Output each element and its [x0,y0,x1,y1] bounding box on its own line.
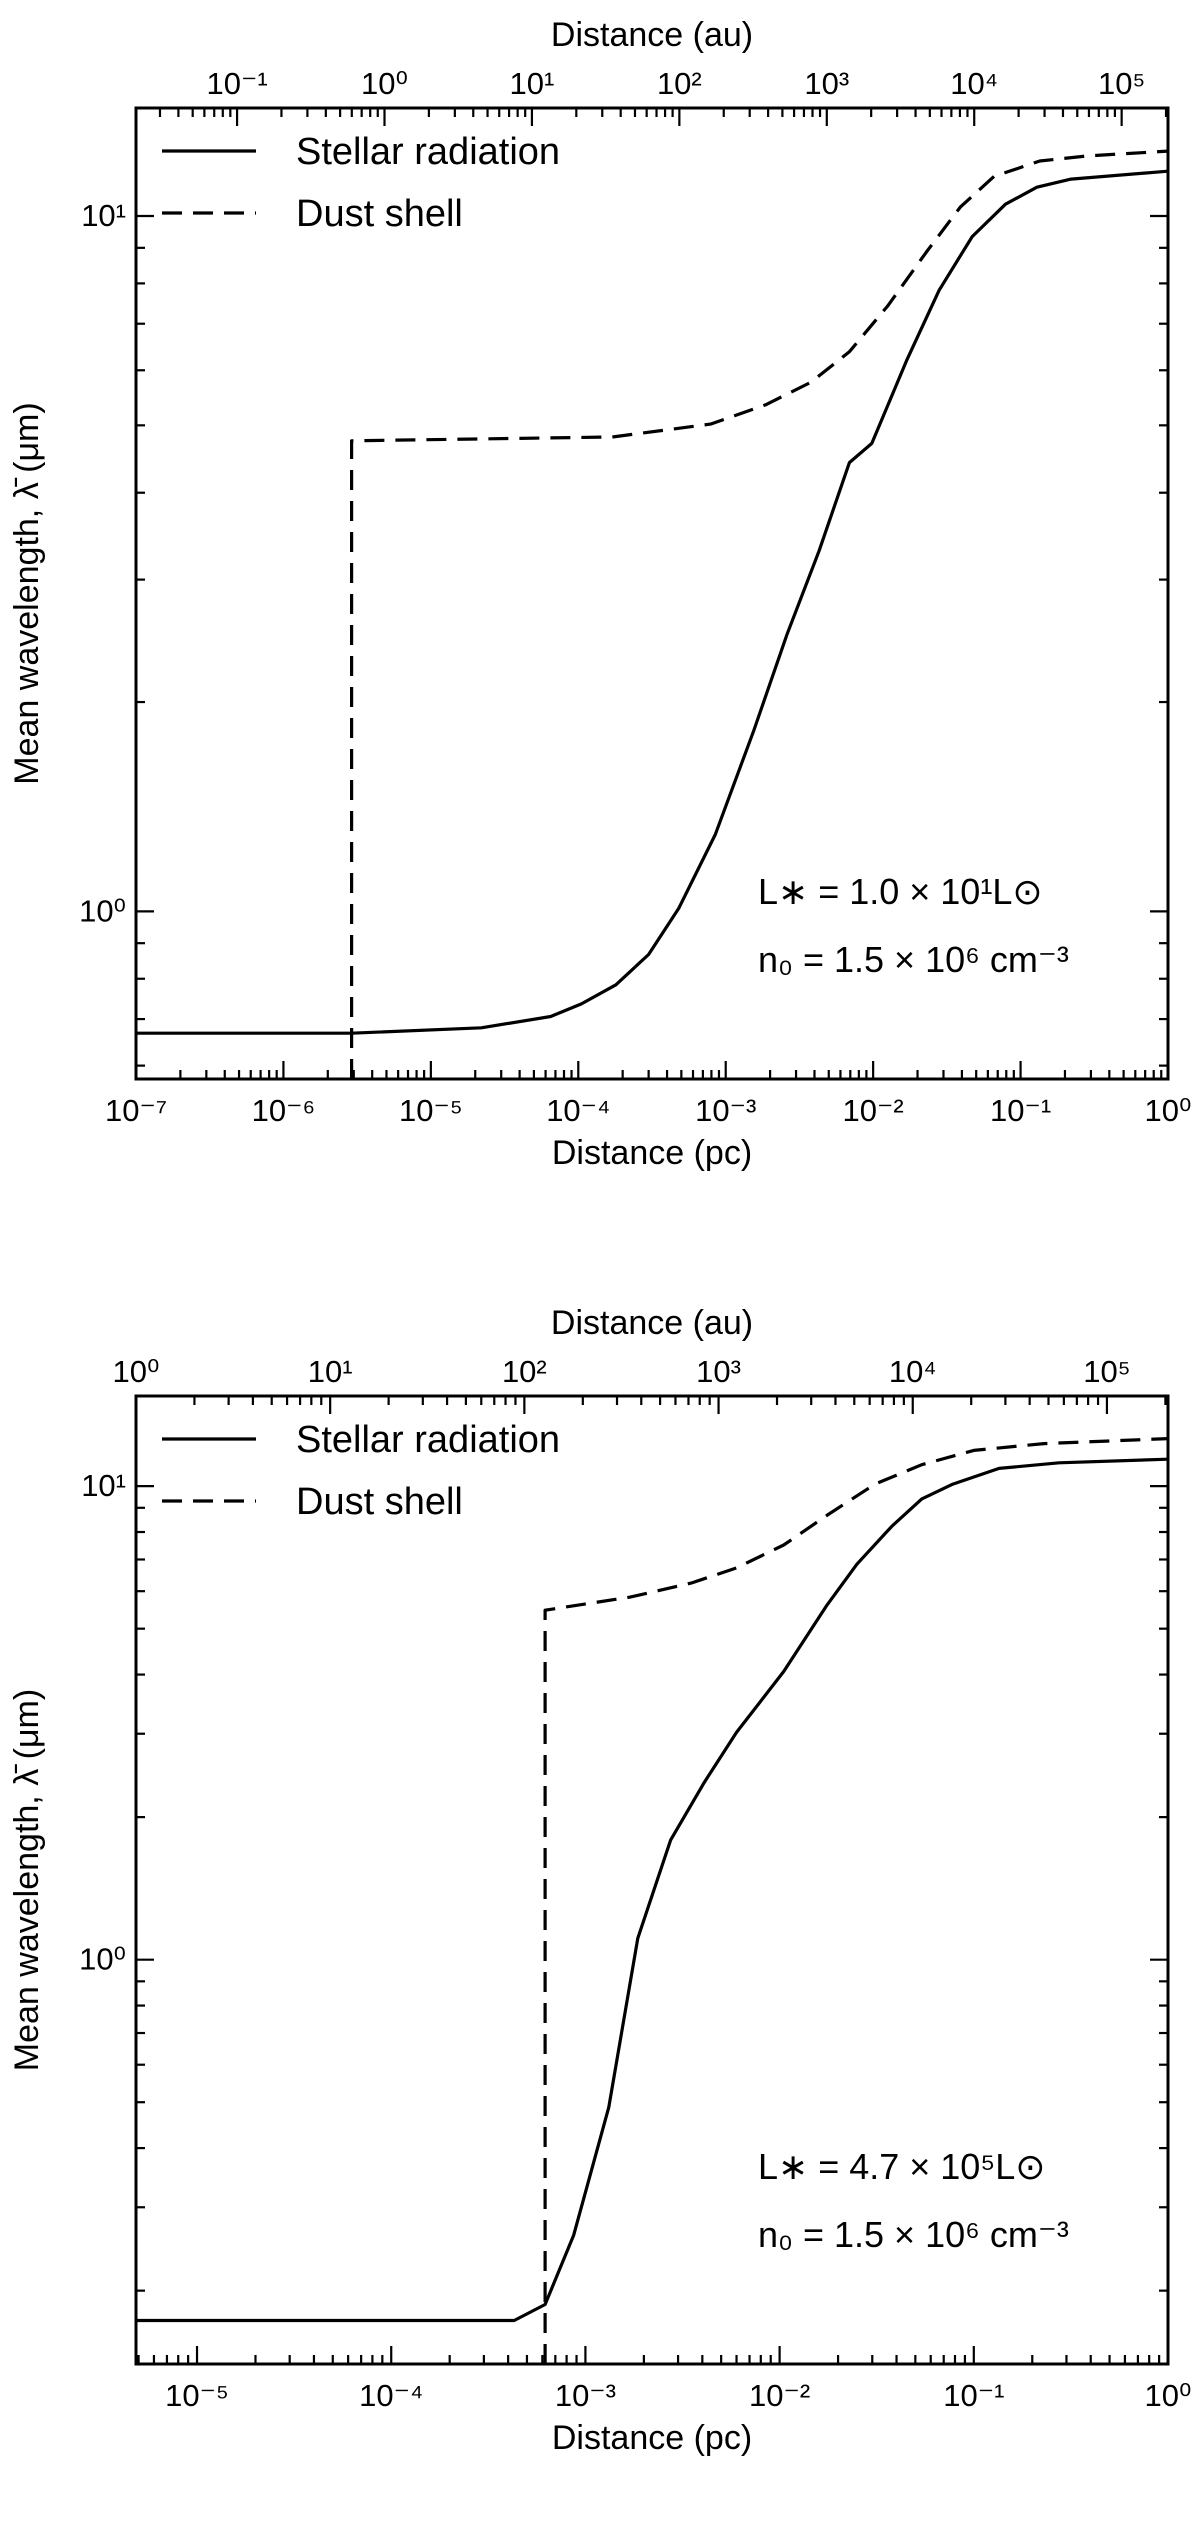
x2-tick-label: 10⁴ [950,66,998,101]
x-tick-label: 10⁻³ [695,1093,756,1128]
plot-frame [134,106,1170,1081]
x2-axis-title: Distance (au) [551,16,753,54]
x2-tick-label: 10³ [696,1354,741,1389]
x-axis-title: Distance (pc) [552,1134,752,1172]
x-tick-label: 10⁻⁴ [546,1093,610,1128]
x-tick-label: 10⁻⁴ [359,2378,423,2413]
x-tick-label: 10⁻² [749,2378,810,2413]
y-axis-title: Mean wavelength, λ̄ (μm) [8,402,46,784]
x2-tick-label: 10⁰ [361,66,408,101]
x-tick-label: 10⁻³ [555,2378,616,2413]
x2-tick-label: 10³ [804,66,849,101]
x2-tick-label: 10⁴ [889,1354,937,1389]
y-axis-title: Mean wavelength, λ̄ (μm) [8,1689,46,2071]
y-tick-label: 10⁰ [79,1942,126,1977]
annotation: L∗ = 4.7 × 10⁵L⊙ [758,2146,1045,2187]
x2-tick-label: 10¹ [308,1354,353,1389]
annotation: L∗ = 1.0 × 10¹L⊙ [758,871,1043,912]
chart-2: 10⁻⁵ 10⁻⁴ 10⁻³ 10⁻² 10⁻¹ 10⁰ 10⁰ 10¹ 10² 10³ 10⁴ 10… [8,1304,1191,2457]
x2-tick-label: 10⁵ [1098,66,1145,101]
x2-tick-label: 10⁻¹ [206,66,267,101]
legend-label: Dust shell [296,1481,463,1523]
legend-label: Dust shell [296,193,463,235]
series-line-stellar-radiation [136,169,1169,1035]
x-tick-label: 10⁻² [843,1093,904,1128]
legend-label: Stellar radiation [296,131,560,173]
x-tick-label: 10⁻¹ [943,2378,1004,2413]
y-tick-label: 10⁰ [79,893,126,928]
x2-axis-title: Distance (au) [551,1304,753,1342]
annotation: n₀ = 1.5 × 10⁶ cm⁻³ [758,939,1069,980]
series-line-stellar-radiation [136,1457,1169,2323]
x-tick-label: 10⁻⁶ [252,1093,316,1128]
annotation: n₀ = 1.5 × 10⁶ cm⁻³ [758,2214,1069,2255]
x-tick-label: 10⁻⁵ [399,1093,463,1128]
y-tick-label: 10¹ [81,1468,126,1503]
x2-tick-label: 10¹ [510,66,555,101]
plot-frame [134,1394,1170,2366]
x2-tick-label: 10⁵ [1083,1354,1130,1389]
x2-tick-label: 10² [502,1354,547,1389]
x2-tick-label: 10² [657,66,702,101]
x-tick-label: 10⁰ [1145,2378,1192,2413]
legend-label: Stellar radiation [296,1419,560,1461]
x-tick-label: 10⁻⁷ [105,1093,167,1128]
x-tick-label: 10⁻⁵ [165,2378,229,2413]
x2-tick-label: 10⁰ [113,1354,160,1389]
x-tick-label: 10⁻¹ [990,1093,1051,1128]
chart-1: 10⁻⁷ 10⁻⁶ 10⁻⁵ 10⁻⁴ 10⁻³ 10⁻² 10⁻¹ 10⁰ 10⁻¹ 10⁰ 10… [8,16,1191,1172]
x-tick-label: 10⁰ [1145,1093,1192,1128]
y-tick-label: 10¹ [81,198,126,233]
x-axis-title: Distance (pc) [552,2419,752,2457]
series-line-dust-shell [350,149,1169,1079]
series-line-dust-shell [543,1437,1169,2364]
